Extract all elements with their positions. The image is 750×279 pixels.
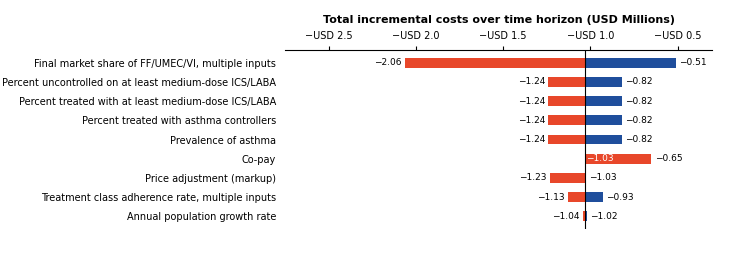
Bar: [585, 58, 676, 68]
Bar: [548, 77, 585, 87]
X-axis label: Total incremental costs over time horizon (USD Millions): Total incremental costs over time horizo…: [322, 15, 675, 25]
Text: −0.82: −0.82: [626, 135, 652, 144]
Bar: [585, 211, 586, 221]
Text: −1.03: −1.03: [586, 154, 614, 163]
Text: −1.23: −1.23: [519, 174, 547, 182]
Bar: [548, 115, 585, 125]
Text: −1.02: −1.02: [590, 212, 618, 221]
Bar: [585, 77, 622, 87]
Bar: [568, 192, 585, 202]
Text: −0.65: −0.65: [655, 154, 682, 163]
Bar: [585, 115, 622, 125]
Bar: [548, 134, 585, 145]
Text: −2.06: −2.06: [374, 58, 402, 67]
Bar: [585, 96, 622, 106]
Bar: [550, 173, 585, 183]
Bar: [584, 211, 585, 221]
Text: −1.13: −1.13: [536, 193, 564, 202]
Bar: [406, 58, 585, 68]
Text: −0.93: −0.93: [606, 193, 634, 202]
Text: −1.04: −1.04: [553, 212, 580, 221]
Text: −1.24: −1.24: [518, 77, 545, 86]
Text: −0.82: −0.82: [626, 97, 652, 105]
Text: −0.82: −0.82: [626, 116, 652, 125]
Text: −1.03: −1.03: [589, 174, 616, 182]
Bar: [585, 192, 602, 202]
Bar: [585, 154, 652, 164]
Text: −1.24: −1.24: [518, 135, 545, 144]
Bar: [548, 96, 585, 106]
Text: −0.82: −0.82: [626, 77, 652, 86]
Bar: [585, 134, 622, 145]
Text: −0.51: −0.51: [680, 58, 707, 67]
Text: −1.24: −1.24: [518, 116, 545, 125]
Text: −1.24: −1.24: [518, 97, 545, 105]
